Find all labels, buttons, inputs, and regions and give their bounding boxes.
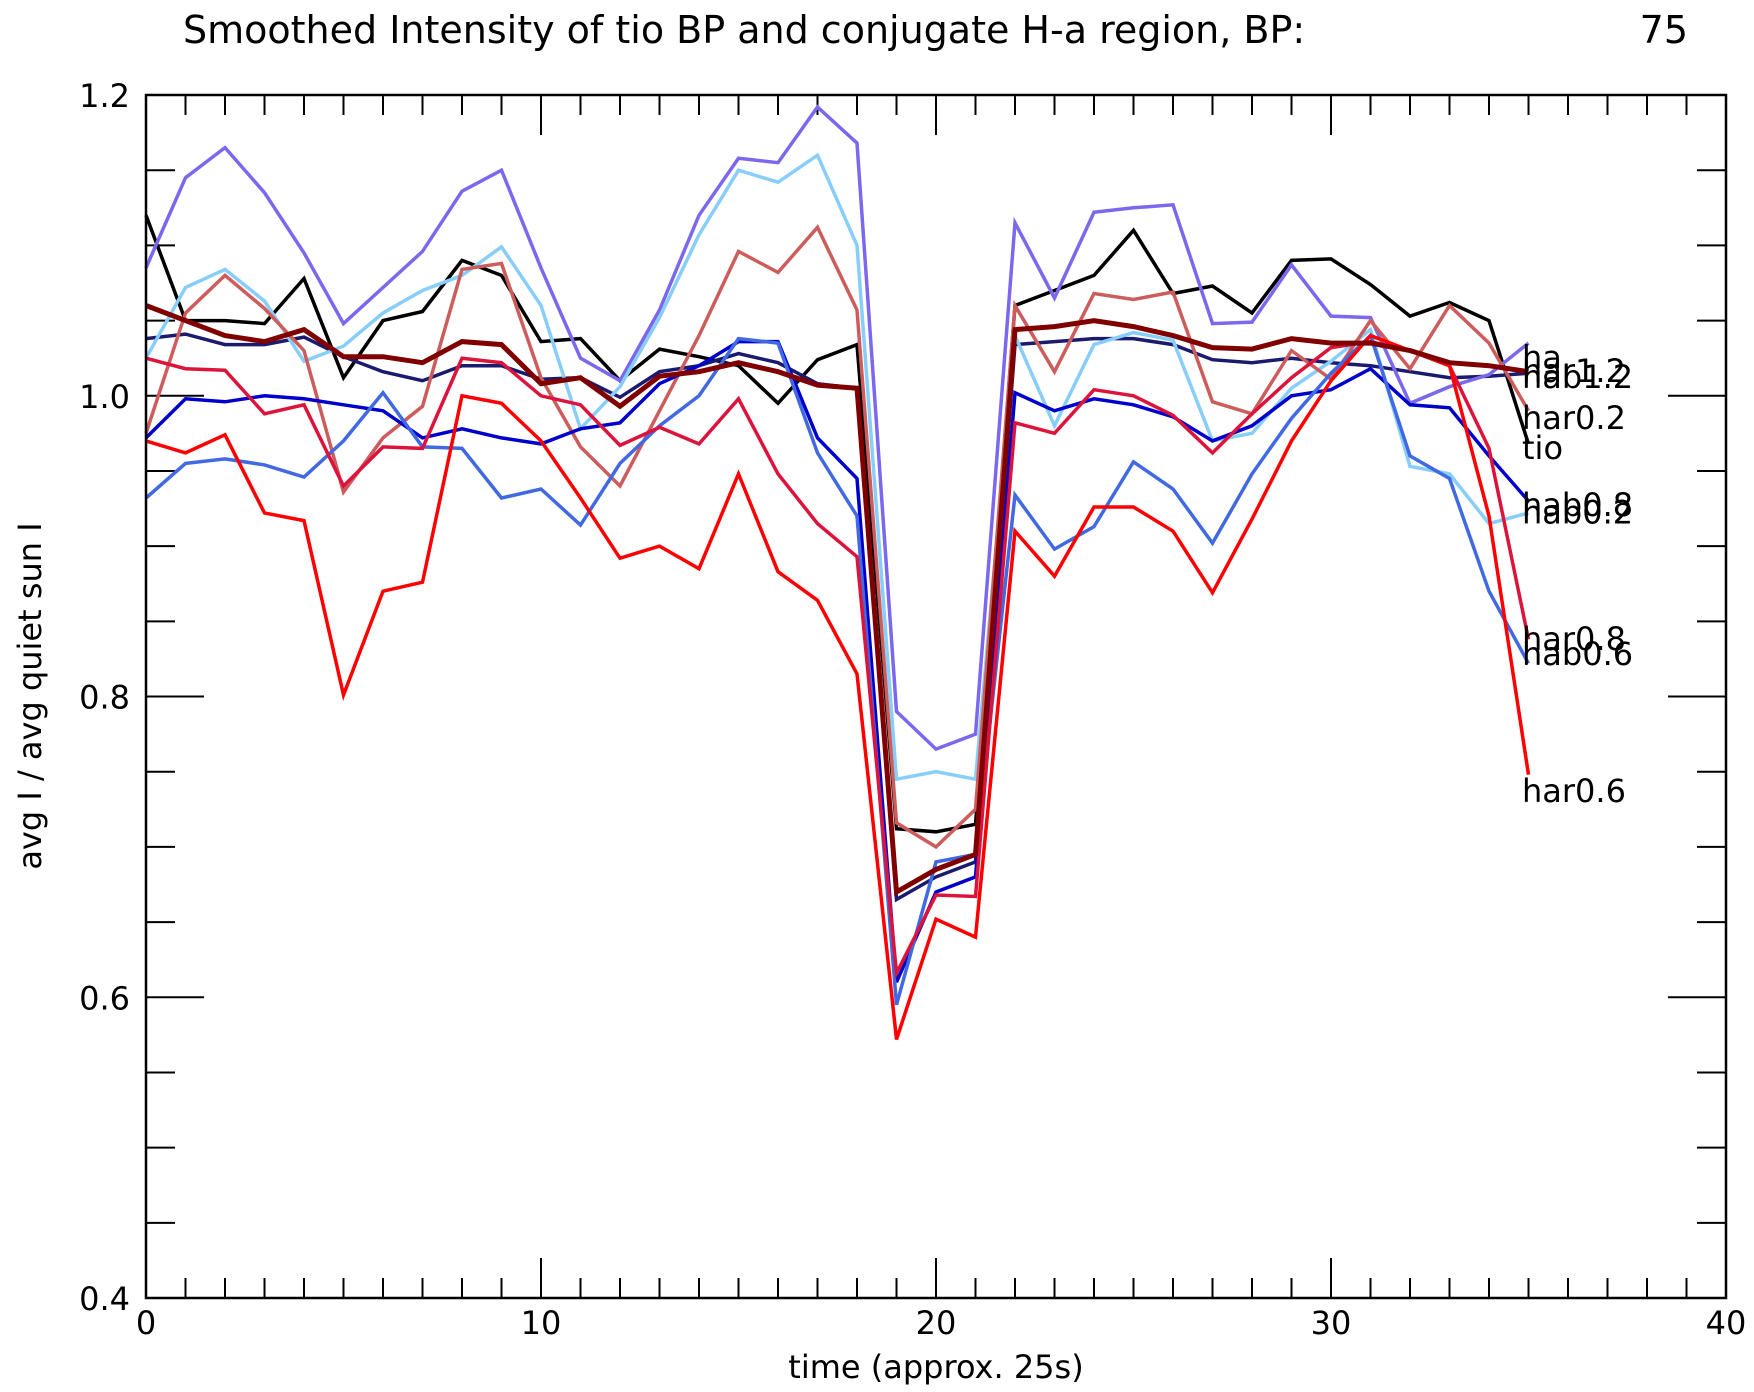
series-end-label: har0.2 [1522, 399, 1626, 437]
y-tick-label: 1.0 [79, 378, 130, 416]
y-tick-label: 0.6 [79, 979, 130, 1017]
chart-title: Smoothed Intensity of tio BP and conjuga… [183, 8, 1305, 52]
series-end-label: tio [1522, 429, 1563, 467]
x-tick-label: 40 [1706, 1304, 1747, 1342]
series-line-hab0-6 [144, 332, 1531, 1006]
series-lines [144, 104, 1531, 1040]
series-line-tio [144, 214, 1531, 834]
series-end-label: har0.8 [1522, 620, 1626, 658]
x-axis-title: time (approx. 25s) [788, 1348, 1083, 1386]
series-end-label: har0.6 [1522, 772, 1626, 810]
x-tick-label: 20 [916, 1304, 957, 1342]
series-line-ha [144, 104, 1530, 752]
chart-title-value: 75 [1640, 8, 1688, 52]
series-line-hab0-8 [144, 339, 1530, 983]
series-end-label: hab0.8 [1522, 486, 1633, 524]
tick-labels: 0 10 20 30 40 0.4 0.6 0.8 1.0 1.2 [79, 77, 1746, 1342]
y-tick-label: 0.8 [79, 679, 130, 717]
series-line-har1-2 [145, 303, 1529, 897]
y-tick-label: 1.2 [79, 77, 130, 115]
series-end-label: hab0.6 [1522, 635, 1633, 673]
y-tick-label: 0.4 [79, 1280, 130, 1318]
y-axis-title: avg I / avg quiet sun I [11, 522, 49, 869]
x-tick-label: 0 [136, 1304, 156, 1342]
axis-ticks [145, 94, 1727, 1299]
series-line-har0-6 [145, 333, 1531, 1040]
x-tick-label: 30 [1311, 1304, 1352, 1342]
series-end-label: hab0.2 [1522, 494, 1633, 532]
plot-frame [144, 93, 1728, 1300]
series-line-har0-8 [145, 339, 1531, 980]
series-line-har0-2 [144, 224, 1531, 850]
series-end-label: har1.2 [1522, 352, 1626, 390]
series-line-hab1-2 [145, 332, 1529, 903]
x-tick-label: 10 [521, 1304, 562, 1342]
series-end-label: ha [1522, 339, 1562, 377]
series-end-label: hab1.2 [1522, 358, 1633, 396]
series-line-hab0-2 [144, 152, 1529, 782]
